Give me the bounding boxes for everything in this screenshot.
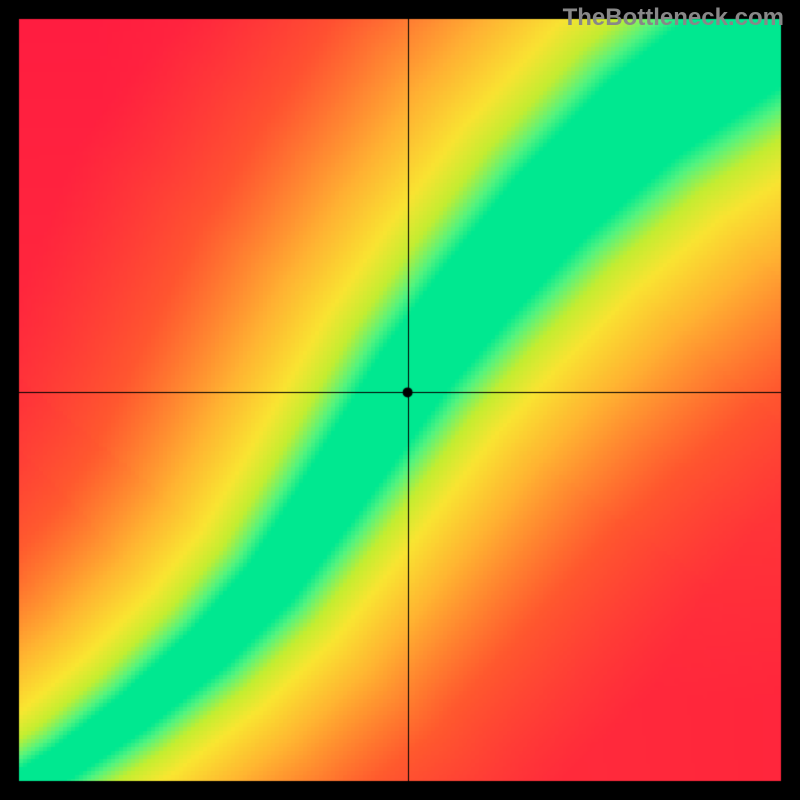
bottleneck-heatmap (0, 0, 800, 800)
watermark-text: TheBottleneck.com (563, 4, 784, 32)
